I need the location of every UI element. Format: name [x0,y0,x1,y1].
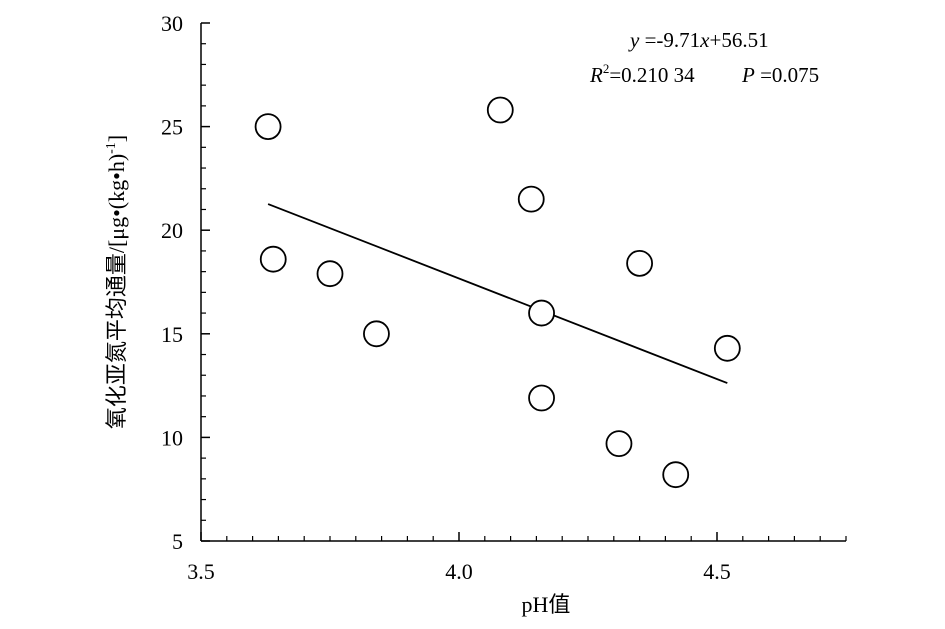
regression-line-group [267,203,728,384]
y-tick-label: 10 [161,425,183,450]
eq-y-var: y [628,28,640,52]
y-tick-label: 30 [161,11,183,36]
y-axis-title: 氧化亚氮平均通量/[μg•(kg•h)-1] [104,135,129,429]
axes [200,23,846,542]
data-point [528,384,555,412]
data-point [626,249,653,277]
data-point [662,461,690,489]
eq-end: +56.51 [710,28,769,52]
r-value: =0.210 34 [609,63,695,87]
r-sup: 2 [603,61,610,76]
eq-middle: =-9.71 [639,28,700,52]
y-tick-label: 5 [172,529,183,554]
y-axis-title-end: ] [104,135,129,142]
data-point [605,430,633,458]
x-axis-title: pH值 [522,592,571,617]
x-tick-label: 3.5 [187,559,215,584]
y-axis-title-main: 氧化亚氮平均通量/[μg•(kg•h) [104,154,129,429]
y-tick-labels: 5 10 15 20 25 30 [161,11,183,554]
data-point [363,320,390,348]
y-tick-label: 20 [161,218,183,243]
data-point [486,96,514,124]
y-axis-title-sup: -1 [104,142,119,154]
x-tick-label: 4.0 [445,559,473,584]
eq-x-var: x [699,28,710,52]
y-tick-label: 25 [161,115,183,140]
data-point [713,334,741,362]
x-tick-label: 4.5 [703,559,731,584]
tick-marks [200,22,847,542]
data-point [528,299,555,327]
data-point [259,245,287,273]
p-value: =0.075 [755,63,819,87]
data-point [517,185,545,213]
y-tick-label: 15 [161,322,183,347]
data-point [316,260,344,288]
r-var: R [589,63,603,87]
p-var: P [741,63,755,87]
data-point [254,113,282,140]
regression-equation: y =-9.71x+56.51 [628,28,769,52]
regression-line [267,203,728,384]
x-tick-labels: 3.5 4.0 4.5 [187,559,731,584]
regression-stats: R2=0.210 34 P =0.075 [589,61,819,87]
data-points [254,96,741,489]
